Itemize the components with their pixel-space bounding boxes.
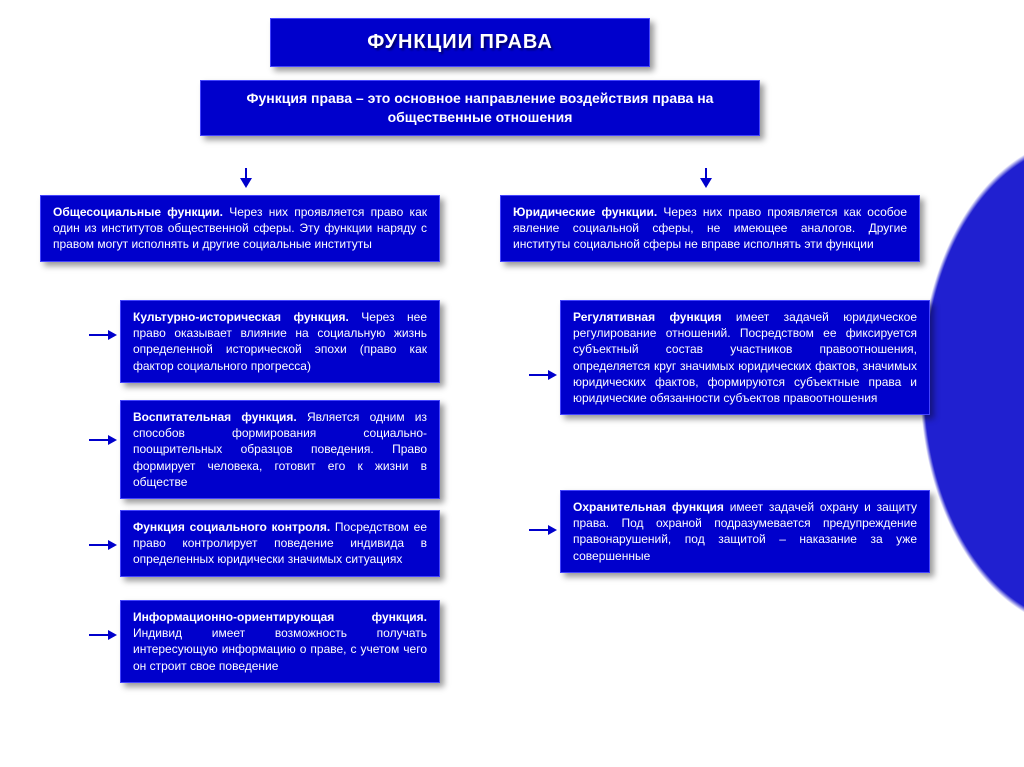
definition-text: Функция права – это основное направление… [247,90,714,125]
arrow-right-icon [548,525,557,535]
arrow-down-icon [240,178,252,188]
child-text: Индивид имеет возможность получать интер… [133,626,427,672]
left-child-box: Культурно-историческая функция. Через не… [120,300,440,383]
child-bold: Информационно-ориентирующая функция. [133,610,427,624]
definition-box: Функция права – это основное направление… [200,80,760,136]
child-bold: Культурно-историческая функция. [133,310,349,324]
right-child-box: Охранительная функция имеет задачей охра… [560,490,930,573]
arrow-right-icon [108,540,117,550]
right-child-box: Регулятивная функция имеет задачей юриди… [560,300,930,415]
diagram-root: ФУНКЦИИ ПРАВА Функция права – это основн… [0,0,1024,767]
left-child-box: Функция социального контроля. Посредство… [120,510,440,577]
left-parent-box: Общесоциальные функции. Через них проявл… [40,195,440,262]
arrow-down-icon [700,178,712,188]
right-parent-bold: Юридические функции. [513,205,657,219]
arrow-right-icon [108,330,117,340]
title-text: ФУНКЦИИ ПРАВА [367,31,553,53]
child-bold: Регулятивная функция [573,310,721,324]
title-box: ФУНКЦИИ ПРАВА [270,18,650,67]
child-text: имеет задачей юридическое регулирование … [573,310,917,405]
arrow-right-icon [548,370,557,380]
child-bold: Функция социального контроля. [133,520,330,534]
right-parent-box: Юридические функции. Через них право про… [500,195,920,262]
arrow-right-icon [108,435,117,445]
child-bold: Воспитательная функция. [133,410,297,424]
arrow-right-icon [108,630,117,640]
left-parent-bold: Общесоциальные функции. [53,205,223,219]
left-child-box: Воспитательная функция. Является одним и… [120,400,440,499]
left-child-box: Информационно-ориентирующая функция. Инд… [120,600,440,683]
child-bold: Охранительная функция [573,500,724,514]
